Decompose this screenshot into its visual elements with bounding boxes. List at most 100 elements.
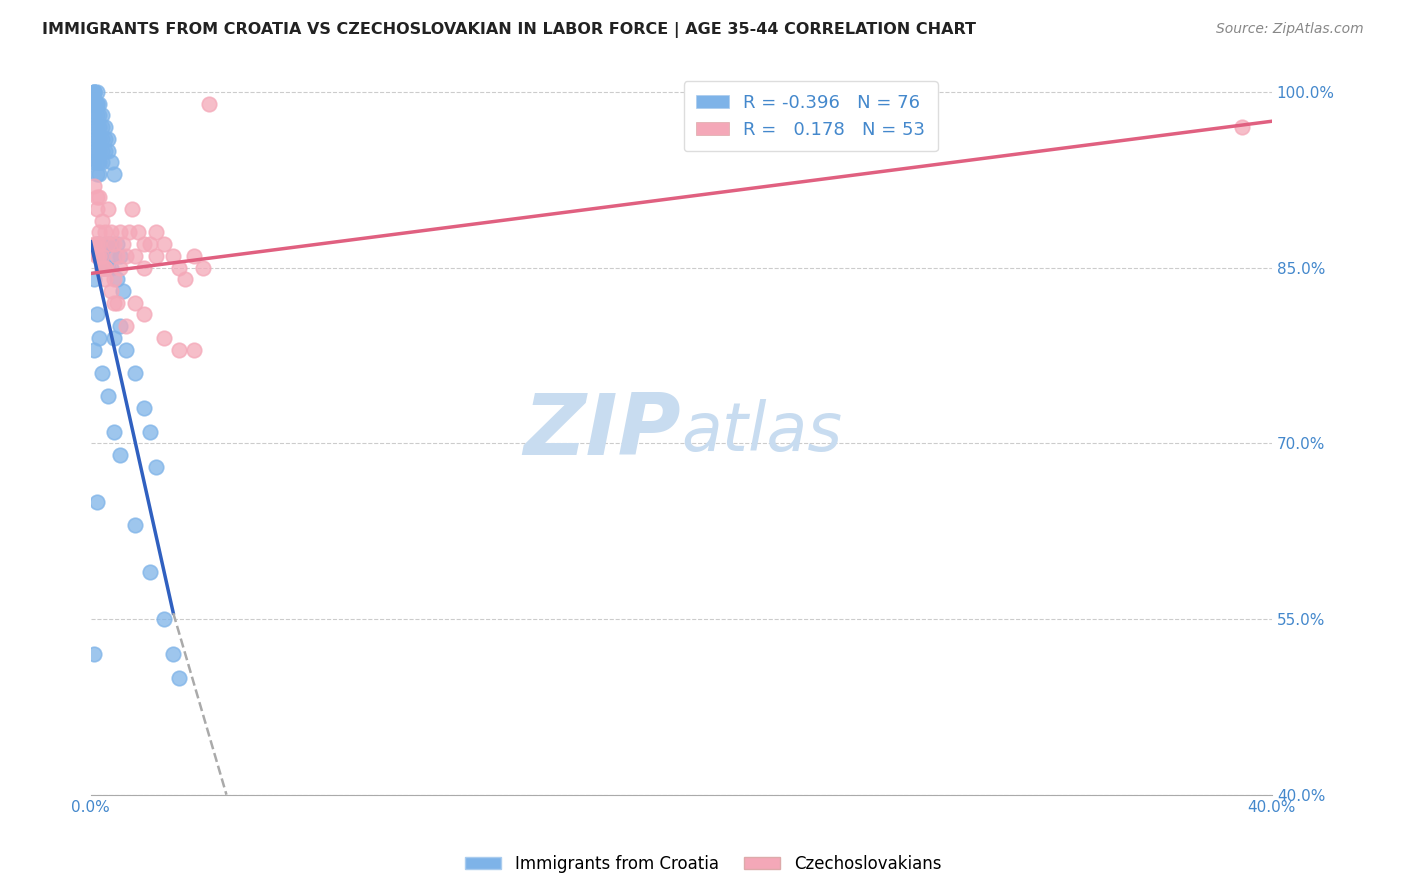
- Point: [89, 249, 111, 263]
- Point: [97, 132, 120, 146]
- Point: [100, 226, 122, 240]
- Point: [97, 260, 120, 275]
- Point: [103, 425, 125, 439]
- Point: [105, 295, 128, 310]
- Point: [124, 249, 146, 263]
- Point: [86, 237, 108, 252]
- Point: [86, 495, 108, 509]
- Point: [108, 249, 131, 263]
- Point: [94, 132, 117, 146]
- Point: [86, 167, 108, 181]
- Point: [86, 120, 108, 134]
- Point: [124, 295, 146, 310]
- Point: [83, 120, 105, 134]
- Point: [167, 260, 190, 275]
- Point: [1232, 120, 1254, 134]
- Point: [108, 260, 131, 275]
- Point: [108, 319, 131, 334]
- Point: [83, 343, 105, 357]
- Point: [86, 132, 108, 146]
- Point: [83, 237, 105, 252]
- Point: [91, 108, 114, 122]
- Point: [86, 96, 108, 111]
- Point: [89, 226, 111, 240]
- Point: [91, 132, 114, 146]
- Point: [138, 237, 160, 252]
- Point: [183, 249, 205, 263]
- Point: [162, 249, 184, 263]
- Point: [83, 272, 105, 286]
- Point: [86, 202, 108, 216]
- Point: [108, 448, 131, 462]
- Point: [132, 401, 155, 416]
- Point: [138, 425, 160, 439]
- Point: [153, 331, 176, 345]
- Point: [167, 343, 190, 357]
- Point: [97, 237, 120, 252]
- Point: [86, 108, 108, 122]
- Point: [89, 249, 111, 263]
- Point: [153, 612, 176, 626]
- Point: [89, 144, 111, 158]
- Point: [94, 272, 117, 286]
- Point: [103, 167, 125, 181]
- Point: [86, 308, 108, 322]
- Point: [83, 155, 105, 169]
- Point: [112, 284, 135, 298]
- Point: [91, 366, 114, 380]
- Point: [83, 85, 105, 99]
- Point: [91, 260, 114, 275]
- Point: [83, 85, 105, 99]
- Point: [145, 226, 167, 240]
- Point: [86, 249, 108, 263]
- Point: [83, 108, 105, 122]
- Point: [97, 389, 120, 403]
- Point: [89, 190, 111, 204]
- Point: [124, 366, 146, 380]
- Point: [112, 237, 135, 252]
- Point: [97, 202, 120, 216]
- Point: [94, 226, 117, 240]
- Point: [103, 249, 125, 263]
- Point: [124, 518, 146, 533]
- Point: [132, 308, 155, 322]
- Point: [97, 144, 120, 158]
- Text: atlas: atlas: [682, 399, 842, 465]
- Point: [91, 214, 114, 228]
- Point: [89, 132, 111, 146]
- Point: [83, 647, 105, 661]
- Point: [86, 85, 108, 99]
- Point: [89, 96, 111, 111]
- Point: [103, 237, 125, 252]
- Point: [91, 260, 114, 275]
- Point: [167, 671, 190, 685]
- Point: [83, 96, 105, 111]
- Point: [121, 202, 143, 216]
- Point: [97, 237, 120, 252]
- Point: [105, 272, 128, 286]
- Point: [100, 237, 122, 252]
- Point: [86, 144, 108, 158]
- Point: [91, 144, 114, 158]
- Point: [197, 96, 219, 111]
- Point: [132, 237, 155, 252]
- Point: [103, 272, 125, 286]
- Point: [89, 167, 111, 181]
- Point: [83, 96, 105, 111]
- Point: [89, 120, 111, 134]
- Point: [103, 295, 125, 310]
- Point: [83, 144, 105, 158]
- Point: [86, 190, 108, 204]
- Point: [105, 249, 128, 263]
- Point: [89, 331, 111, 345]
- Point: [100, 260, 122, 275]
- Point: [94, 237, 117, 252]
- Point: [94, 144, 117, 158]
- Legend: R = -0.396   N = 76, R =   0.178   N = 53: R = -0.396 N = 76, R = 0.178 N = 53: [683, 81, 938, 152]
- Text: ZIP: ZIP: [523, 390, 682, 473]
- Point: [183, 343, 205, 357]
- Point: [86, 237, 108, 252]
- Point: [145, 249, 167, 263]
- Point: [138, 565, 160, 579]
- Point: [89, 237, 111, 252]
